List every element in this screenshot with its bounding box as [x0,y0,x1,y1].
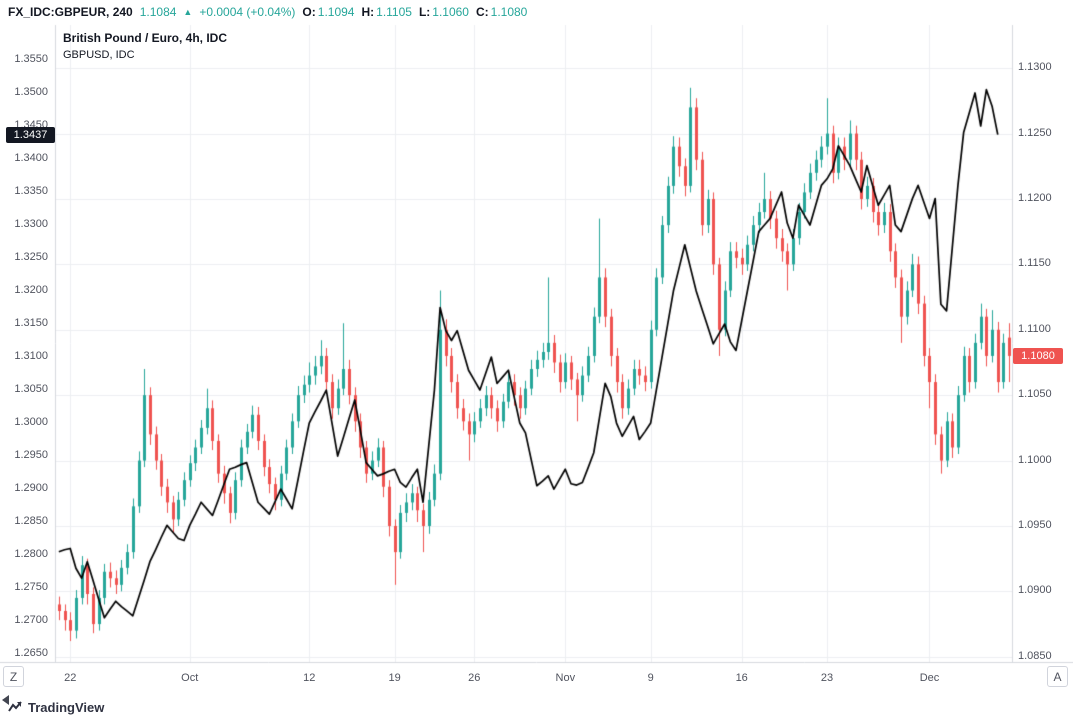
chart-legend: British Pound / Euro, 4h, IDC GBPUSD, ID… [63,30,227,64]
gbpusd-price-tag: 1.3437 [6,126,55,143]
legend-main-series[interactable]: British Pound / Euro, 4h, IDC [63,31,228,45]
right-axis-label: 1.1150 [1018,257,1051,270]
time-axis-label: 9 [647,672,654,684]
time-axis-label: Nov [555,672,576,684]
gbpeur-price-tag: 1.1080 [1013,347,1063,364]
time-axis-label: 22 [64,672,77,684]
last-price: 1.1084 [139,4,177,19]
footer: TradingView [8,700,104,715]
right-axis-label: 1.1250 [1018,126,1052,139]
left-price-axis[interactable]: 1.3550 1.3500 1.3450 1.3400 1.3350 1.3300 1.32… [0,0,48,721]
right-axis-label: 1.1300 [1018,61,1052,74]
time-axis-label: Dec [919,672,940,684]
left-axis-label: 1.3550 [14,52,48,65]
right-axis-label: 1.0850 [1018,649,1052,662]
auto-scale-button[interactable]: A [1047,666,1068,687]
tradingview-logo-text[interactable]: TradingView [28,700,105,715]
high-label: H: [361,4,375,19]
low-label: L: [418,4,431,19]
right-axis-label: 1.1000 [1018,453,1052,466]
left-axis-label: 1.2850 [14,515,48,528]
left-axis-label: 1.2950 [14,449,48,462]
left-axis-label: 1.3100 [14,350,48,363]
time-axis[interactable]: 22 Oct 12 19 26 Nov 9 16 23 Dec [0,666,1073,688]
left-axis-label: 1.2750 [14,581,48,594]
right-axis-label: 1.0950 [1018,518,1052,531]
legend-overlay-series[interactable]: GBPUSD, IDC [63,49,135,61]
left-axis-label: 1.3050 [14,383,48,396]
right-axis-label: 1.0900 [1018,584,1052,597]
symbol-title[interactable]: FX_IDC:GBPEUR, 240 [8,5,133,19]
open-label: O: [302,4,316,19]
left-axis-label: 1.3200 [14,284,48,297]
left-axis-label: 1.3000 [14,416,48,429]
symbol-interval: 240 [112,4,133,19]
time-axis-label: 12 [303,672,316,684]
low-value: L: 1.1060 [419,5,469,19]
price-change: +0.0004 (+0.04%) [199,4,296,19]
toolbar-collapse-arrow[interactable] [2,695,9,705]
symbol-name: FX_IDC:GBPEUR, [8,4,110,19]
right-axis-label: 1.1100 [1018,322,1051,335]
high-price: 1.1105 [376,4,412,19]
left-axis-label: 1.2650 [14,647,48,660]
close-label: C: [475,4,489,19]
timezone-button[interactable]: Z [3,666,24,687]
time-axis-label: 16 [735,672,748,684]
time-axis-label: 19 [388,672,401,684]
symbol-info-bar: FX_IDC:GBPEUR, 240 1.1084 ▲ +0.0004 (+0.… [0,0,1073,23]
low-price: 1.1060 [432,4,469,19]
left-axis-label: 1.2700 [14,614,48,627]
price-up-arrow-icon: ▲ [183,6,193,17]
time-axis-label: Oct [181,672,199,684]
left-axis-label: 1.3300 [14,218,48,230]
left-axis-label: 1.3500 [14,85,48,98]
high-value: H: 1.1105 [361,5,411,19]
open-price: 1.1094 [317,4,355,19]
left-axis-label: 1.3350 [14,185,48,197]
left-axis-label: 1.2900 [14,482,48,495]
close-value: C: 1.1080 [476,5,527,19]
right-price-axis[interactable]: 1.1300 1.1250 1.1200 1.1150 1.1100 1.1050 1.10… [1018,0,1073,721]
time-axis-label: 26 [468,672,481,684]
close-price: 1.1080 [490,4,528,19]
left-axis-label: 1.3150 [14,317,48,330]
time-axis-label: 23 [820,672,834,684]
right-axis-label: 1.1200 [1018,191,1052,204]
left-axis-label: 1.3400 [14,152,48,164]
left-axis-label: 1.2800 [14,548,48,561]
right-axis-label: 1.1050 [1018,388,1052,401]
left-axis-label: 1.3250 [14,251,48,264]
tradingview-logo-icon [8,700,23,715]
open-value: O: 1.1094 [302,5,354,19]
